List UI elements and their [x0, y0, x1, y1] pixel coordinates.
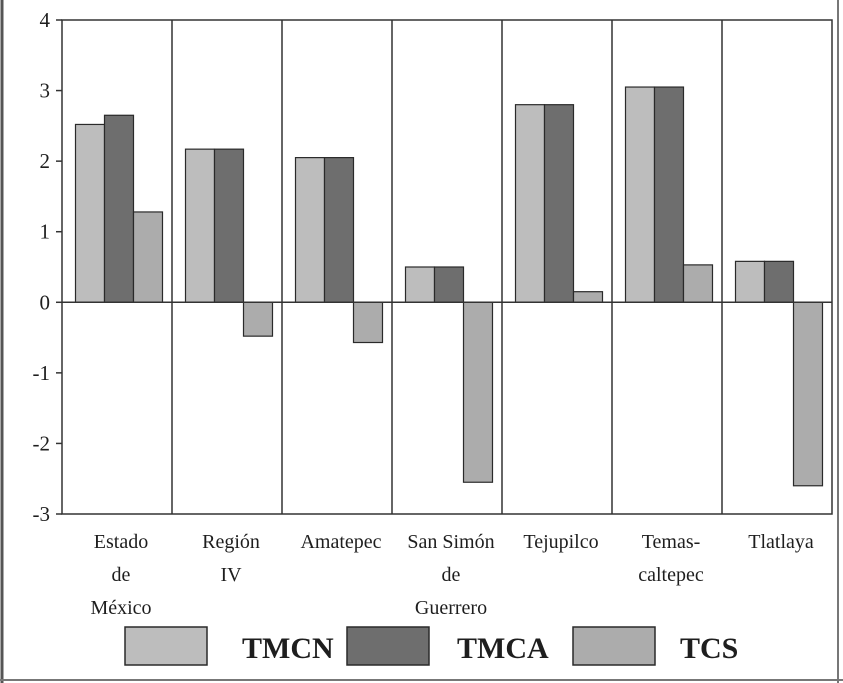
category-label-line: Tejupilco: [523, 531, 598, 553]
legend-label: TCS: [680, 632, 738, 665]
bar-tcs-4: [572, 291, 604, 303]
y-tick-label: 0: [40, 290, 51, 314]
bar-tcs-5: [682, 264, 714, 303]
legend-item-tmca: TMCA: [346, 626, 549, 666]
bar-tcs-2: [352, 301, 384, 344]
bar-tcs-1: [242, 301, 274, 337]
bar-tmca-6: [763, 260, 795, 303]
bar-tmca-2: [323, 157, 355, 303]
category-label-2: Amatepec: [300, 531, 381, 553]
category-label-4: Tejupilco: [523, 531, 598, 553]
bar-tmca-3: [433, 266, 465, 303]
bar-tmcn-4: [514, 104, 546, 303]
category-label-line: Guerrero: [415, 597, 487, 619]
category-label-line: Región: [202, 531, 260, 553]
legend-swatch: [346, 626, 430, 666]
bar-tmca-0: [103, 114, 135, 303]
bar-tmcn-6: [734, 260, 766, 303]
bar-tmcn-3: [404, 266, 436, 303]
bar-tmcn-5: [624, 86, 656, 303]
y-tick-label: -1: [33, 361, 51, 385]
category-label-3: San Simón de Guerrero: [407, 531, 494, 619]
legend-item-tcs: TCS: [572, 626, 738, 666]
legend-item-tmcn: TMCN: [124, 626, 334, 666]
category-label-5: Temas-caltepec: [638, 531, 704, 586]
bar-tcs-6: [792, 301, 824, 487]
bar-tmca-1: [213, 148, 245, 303]
category-label-line: de: [112, 564, 131, 586]
legend-label: TMCA: [457, 632, 549, 665]
legend-label: TMCN: [242, 632, 334, 665]
category-label-line: de: [442, 564, 461, 586]
category-label-1: Región IV: [202, 531, 260, 586]
category-label-6: Tlatlaya: [748, 531, 814, 553]
plot-area: [61, 19, 833, 515]
bar-tmcn-0: [74, 123, 106, 303]
y-axis-ticks: 4 3 2 1 0 -1 -2 -3: [33, 8, 62, 526]
bar-tcs-0: [132, 211, 164, 303]
category-label-line: Temas-: [642, 531, 701, 553]
x-axis-categories: Estado de México Región IV Amatepec San Simón d…: [90, 531, 813, 619]
category-label-line: Tlatlaya: [748, 531, 814, 553]
y-tick-label: -3: [33, 502, 51, 526]
category-label-line: caltepec: [638, 564, 704, 586]
bar-tmcn-2: [294, 157, 326, 303]
bar-tcs-3: [462, 301, 494, 483]
category-label-line: San Simón: [407, 531, 494, 553]
legend-swatch: [572, 626, 656, 666]
category-label-line: Amatepec: [300, 531, 381, 553]
legend: TMCN TMCA TCS: [124, 626, 738, 666]
y-tick-label: -2: [33, 431, 51, 455]
bar-tmcn-1: [184, 148, 216, 303]
bar-tmca-5: [653, 86, 685, 303]
bar-tmca-4: [543, 104, 575, 303]
category-label-line: Estado: [94, 531, 148, 553]
y-tick-label: 3: [40, 79, 51, 103]
category-label-line: IV: [220, 564, 242, 586]
y-tick-label: 4: [40, 8, 51, 32]
y-tick-label: 2: [40, 149, 51, 173]
category-label-line: México: [90, 597, 151, 619]
category-label-0: Estado de México: [90, 531, 151, 619]
legend-swatch: [124, 626, 208, 666]
y-tick-label: 1: [40, 220, 51, 244]
